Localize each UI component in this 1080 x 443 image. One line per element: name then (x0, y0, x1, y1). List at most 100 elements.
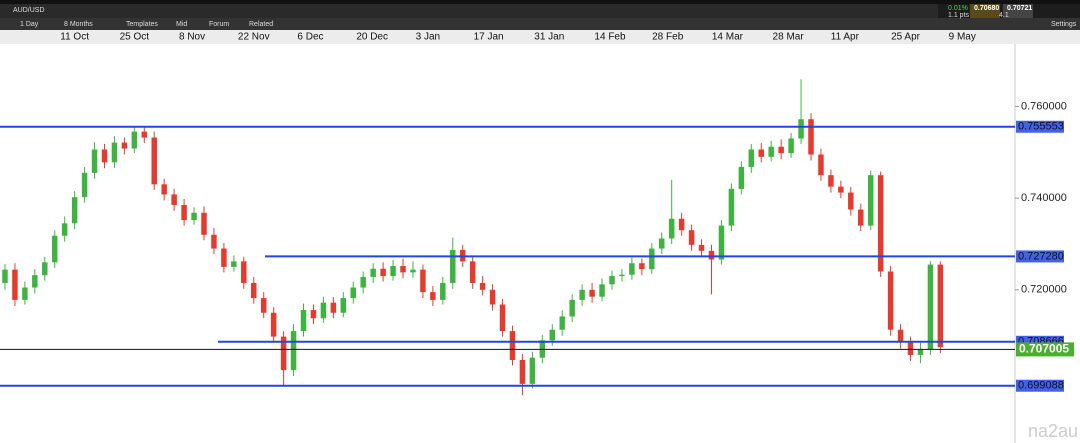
level-label: 0.755553 (1018, 121, 1064, 133)
candle-body (838, 186, 844, 193)
toolbar-button[interactable]: Templates (126, 21, 158, 28)
candle-body (420, 269, 426, 293)
candle-body (529, 357, 536, 384)
date-axis (0, 30, 1080, 44)
candle-body (430, 292, 436, 300)
candle-body (390, 265, 396, 277)
x-tick-label: 17 Jan (474, 32, 504, 43)
toolbar-button[interactable]: Mid (176, 21, 187, 28)
candle-body (639, 263, 645, 270)
candle-body (917, 349, 924, 355)
candle-body (370, 268, 376, 277)
candle-body (81, 172, 88, 198)
level-label-box (1016, 250, 1064, 263)
candle-body (71, 197, 78, 224)
candle-body (290, 331, 297, 371)
toolbar-button[interactable]: Related (249, 21, 273, 28)
candle-body (818, 154, 824, 176)
interval[interactable]: 1 Day (20, 21, 39, 28)
x-tick-label: 14 Feb (594, 32, 626, 43)
candle-body (877, 175, 884, 272)
x-tick-label: 3 Jan (416, 32, 440, 43)
y-tick-label: 0.740000 (1021, 192, 1067, 204)
candle-body (201, 212, 207, 235)
candle-body (360, 276, 366, 288)
candle-body (519, 359, 526, 384)
watermark: na2au (1028, 421, 1078, 441)
candle-body (400, 265, 406, 273)
candle-body (897, 329, 904, 343)
candle-body (111, 142, 118, 163)
candle-body (91, 149, 98, 173)
candle-body (450, 249, 456, 283)
candle-body (32, 275, 38, 288)
toolbar (0, 18, 1080, 30)
candle-body (499, 304, 506, 332)
candle-body (549, 329, 556, 341)
candle-body (738, 166, 745, 189)
candle-body (768, 146, 774, 157)
candle-body (728, 188, 735, 226)
candle-body (678, 218, 685, 231)
candle-body (310, 310, 317, 319)
candle-body (300, 310, 307, 332)
candle-body (828, 175, 834, 187)
x-tick-label: 11 Oct (60, 32, 89, 43)
level-label: 0.699088 (1018, 380, 1064, 392)
candle-body (12, 269, 18, 300)
candle-body (688, 230, 695, 245)
range[interactable]: 8 Months (64, 21, 93, 28)
settings[interactable]: Settings (1051, 21, 1077, 28)
candle-body (559, 316, 565, 330)
candle-body (569, 299, 575, 317)
level-label-box (1016, 379, 1064, 392)
candle-body (251, 282, 257, 299)
candle-body (22, 287, 28, 300)
candle-body (221, 248, 227, 267)
candle-body (410, 269, 416, 273)
candle-body (698, 244, 705, 251)
candle-body (171, 194, 177, 205)
candle-body (211, 234, 217, 249)
candle-body (758, 149, 764, 157)
candle-body (270, 312, 277, 337)
x-tick-label: 11 Apr (831, 32, 860, 43)
ask-box (1003, 4, 1033, 18)
candle-body (42, 262, 48, 276)
tab-strip (0, 0, 1080, 4)
candle-body (241, 261, 247, 283)
title-bar (0, 4, 1080, 18)
candle-body (858, 209, 864, 226)
candle-body (599, 284, 605, 297)
candle-body (101, 149, 108, 163)
candle-body (718, 225, 725, 260)
bid[interactable]: 0.70680 (974, 5, 999, 12)
toolbar-button[interactable]: Forum (209, 21, 229, 28)
candle-body (51, 235, 58, 263)
candle-body (778, 146, 784, 154)
ask[interactable]: 0.70721 (1007, 5, 1032, 12)
candle-body (141, 131, 148, 138)
candle-body (659, 238, 665, 249)
y-tick-label: 0.720000 (1021, 284, 1067, 296)
x-tick-label: 25 Apr (891, 32, 921, 43)
x-tick-label: 28 Feb (652, 32, 684, 43)
candle-body (489, 289, 496, 305)
candle-body (867, 175, 874, 226)
candle-body (479, 282, 486, 290)
candle-body (151, 137, 157, 185)
candle-body (131, 131, 138, 149)
symbol[interactable]: AUD/USD (13, 7, 45, 14)
x-tick-label: 6 Dec (297, 32, 323, 43)
candle-body (808, 119, 814, 155)
candle-body (927, 264, 934, 350)
candle-body (579, 289, 585, 300)
x-tick-label: 25 Oct (120, 32, 150, 43)
candle-body (181, 204, 187, 221)
level-label: 0.727280 (1018, 250, 1064, 262)
candle-body (509, 331, 516, 360)
candle-body (380, 268, 386, 277)
candle-body (788, 138, 794, 154)
candle-body (320, 302, 327, 319)
